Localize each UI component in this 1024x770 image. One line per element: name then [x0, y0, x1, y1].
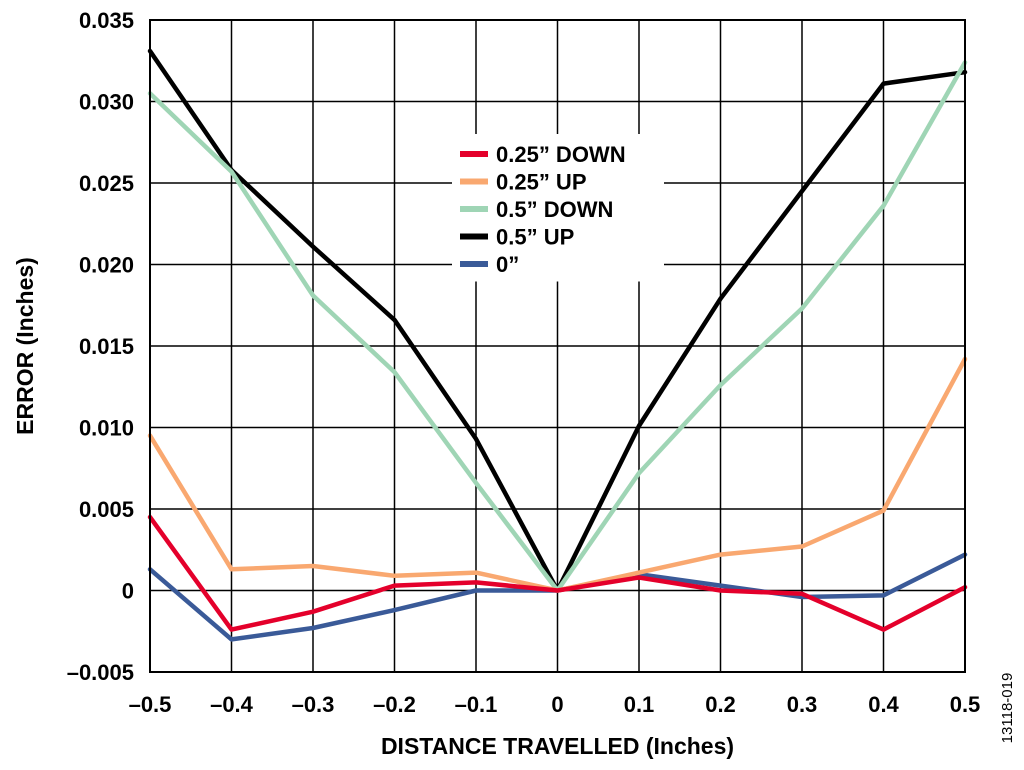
- series-line-0-25-down: [147, 514, 968, 632]
- x-tick-labels: –0.5 –0.4 –0.3 –0.2 –0.1 0 0.1 0.2 0.3 0.4 0.5: [129, 692, 981, 717]
- y-axis-title: ERROR (Inches): [12, 257, 38, 435]
- y-tick-label: 0: [122, 579, 134, 604]
- y-tick-label: 0.010: [79, 416, 134, 441]
- x-tick-label: –0.5: [129, 692, 172, 717]
- plot-frame: [149, 19, 966, 673]
- y-tick-label: 0.005: [79, 497, 134, 522]
- x-tick-label: –0.4: [210, 692, 254, 717]
- series-lines: [147, 48, 968, 642]
- x-tick-label: 0: [551, 692, 563, 717]
- y-tick-label: 0.025: [79, 171, 134, 196]
- legend-label: 0.5” UP: [496, 225, 574, 250]
- x-tick-label: –0.2: [373, 692, 416, 717]
- x-tick-label: –0.3: [292, 692, 335, 717]
- y-tick-label: 0.015: [79, 334, 134, 359]
- y-tick-label: 0.035: [79, 8, 134, 33]
- x-tick-label: 0.3: [787, 692, 818, 717]
- figure-id: 13118-019: [999, 673, 1016, 744]
- x-tick-label: 0.2: [705, 692, 736, 717]
- legend-label: 0”: [496, 252, 519, 277]
- y-tick-labels: 0.035 0.030 0.025 0.020 0.015 0.010 0.005 0 –0.0…: [67, 8, 134, 685]
- x-tick-label: 0.1: [624, 692, 655, 717]
- legend: 0.25” DOWN 0.25” UP0.5” DOWN 0.5” UP0”: [460, 142, 626, 277]
- y-tick-label: –0.005: [67, 660, 134, 685]
- x-tick-label: –0.1: [455, 692, 498, 717]
- y-tick-label: 0.030: [79, 90, 134, 115]
- grid-lines: [149, 19, 966, 673]
- legend-label: 0.25” UP: [496, 170, 587, 195]
- x-axis-title: DISTANCE TRAVELLED (Inches): [381, 733, 734, 759]
- y-tick-label: 0.020: [79, 253, 134, 278]
- x-tick-label: 0.5: [950, 692, 981, 717]
- legend-label: 0.25” DOWN: [496, 142, 626, 167]
- x-tick-label: 0.4: [868, 692, 899, 717]
- legend-label: 0.5” DOWN: [496, 197, 613, 222]
